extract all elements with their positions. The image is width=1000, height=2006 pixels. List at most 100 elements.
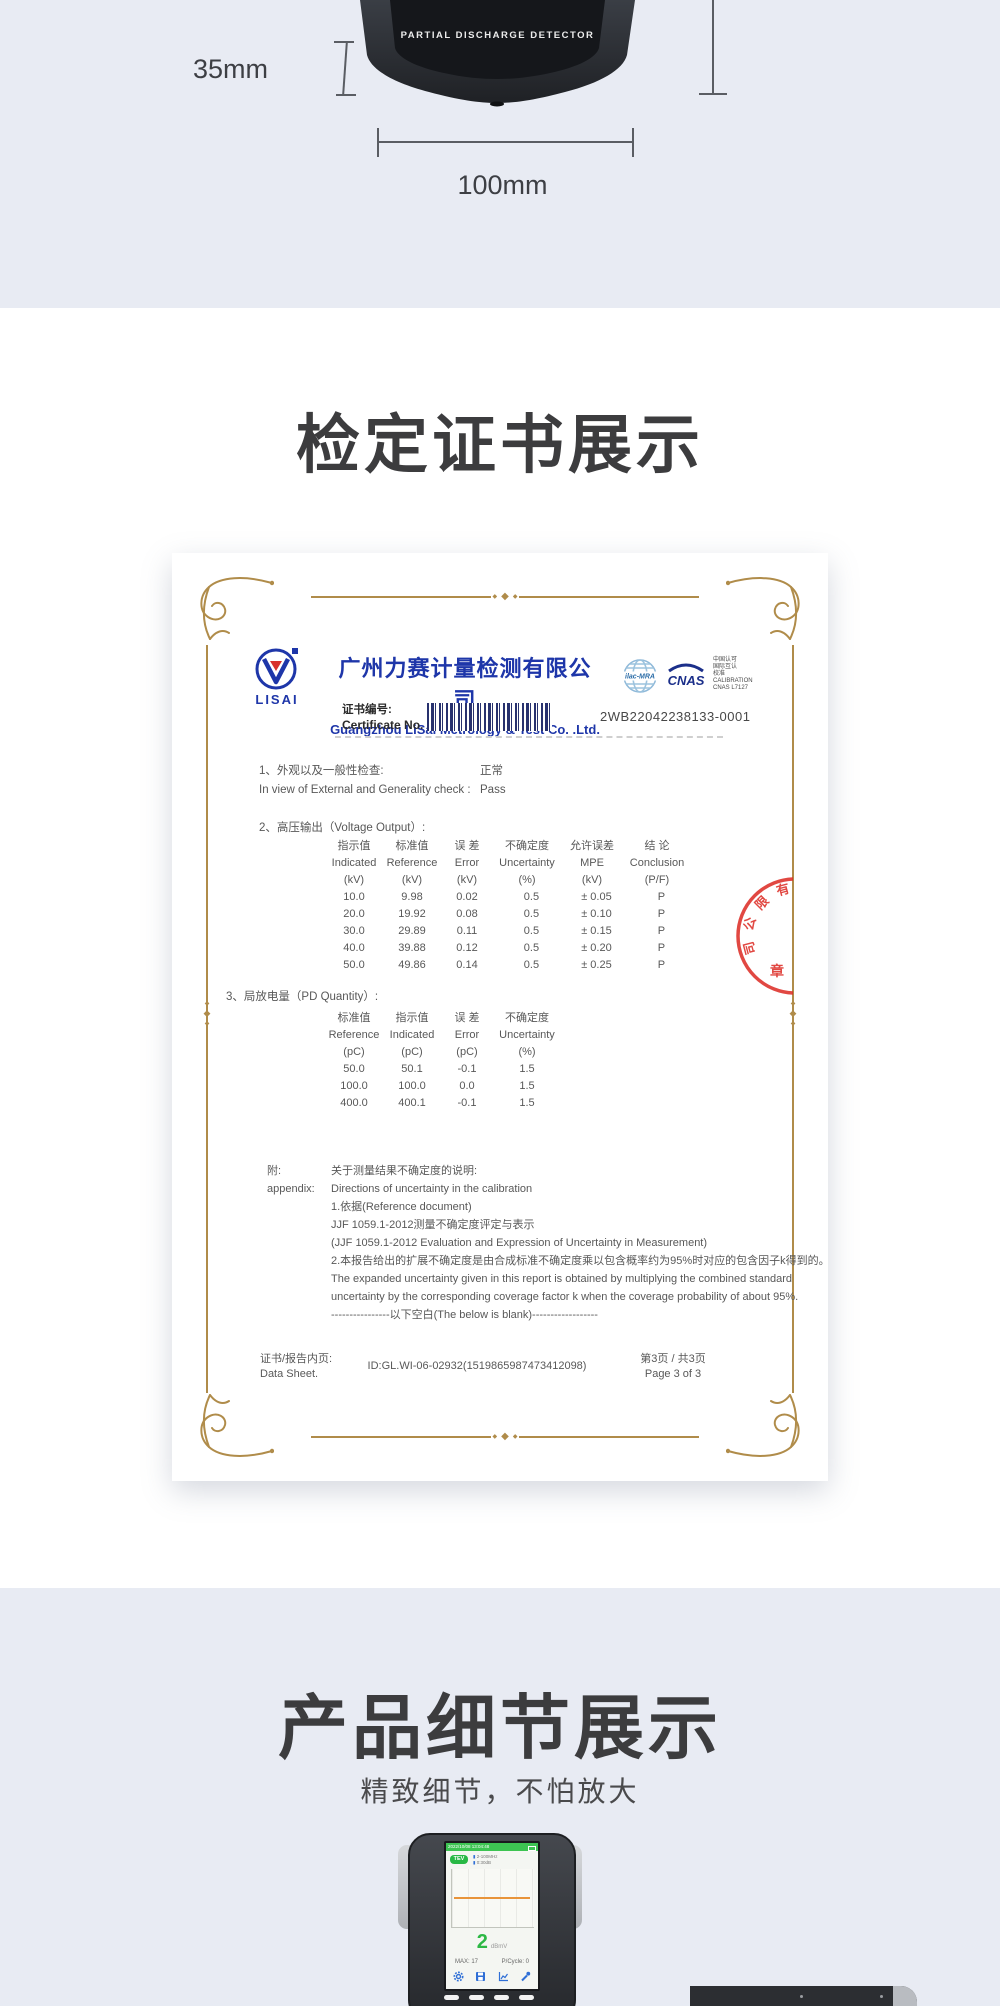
- footer-label-cn: 证书/报告内页:: [260, 1353, 333, 1365]
- check1-title-en: In view of External and Generality check…: [259, 784, 471, 796]
- probe-icon: [521, 1971, 531, 1982]
- height-dim-cap-top: [334, 41, 354, 43]
- corner-flourish-bottom-right: [726, 1394, 800, 1457]
- width-dim-tick-left: [377, 128, 379, 157]
- next-photo-corner-highlight: [893, 1986, 917, 2006]
- footer-page-cn: 第3页 / 共3页: [640, 1353, 706, 1365]
- svg-text:CNAS: CNAS: [668, 673, 705, 688]
- save-icon: [476, 1972, 486, 1981]
- device-button-3: [494, 1995, 509, 2000]
- note-line: ----------------以下空白(The below is blank)…: [331, 1309, 598, 1321]
- width-dimension-label: 100mm: [457, 170, 548, 200]
- height-dimension-label: 35mm: [193, 54, 269, 84]
- table-row: 50.0 49.86 0.14 0.5 ± 0.25 P: [343, 959, 666, 971]
- table-row: 40.0 39.88 0.12 0.5 ± 0.20 P: [343, 942, 666, 954]
- pd-header-en: Reference Indicated Error Uncertainty: [328, 1029, 555, 1041]
- chart-signal-line: [454, 1897, 530, 1899]
- voltage-table-rows: 10.0 9.98 0.02 0.5 ± 0.05 P 20.0 19.92 0.08 0.…: [324, 887, 694, 972]
- company-name-cn: 广州力赛计量检测有限公司: [338, 656, 592, 713]
- voltage-header-en: Indicated Reference Error Uncertainty MPE Con…: [331, 857, 685, 869]
- main-unit: dBmV: [490, 1944, 508, 1950]
- screen-stats: MAX: 17 P/Cycle: 0: [446, 1959, 538, 1965]
- cert-no-label-en: Certificate No.: [342, 718, 424, 732]
- svg-text:有: 有: [775, 881, 791, 899]
- stat-max: MAX: 17: [455, 1959, 479, 1965]
- note-line: JJF 1059.1-2012测量不确定度评定与表示: [331, 1219, 535, 1231]
- width-dim-tick-right: [632, 128, 634, 157]
- pd-header-cn: 标准值 指示值误 差不确定度: [337, 1012, 550, 1024]
- footer-label-en: Data Sheet.: [260, 1368, 319, 1380]
- screen-info-lines: ▮ 2-100MHz ▮ 0:30dB: [473, 1854, 498, 1865]
- tev-mode-badge: TEV: [450, 1855, 468, 1864]
- voltage-table-title: 2、高压输出（Voltage Output）:: [259, 822, 426, 834]
- lisai-logo: [255, 648, 298, 690]
- screw-dot: [880, 1995, 883, 1998]
- svg-text:公: 公: [741, 916, 759, 932]
- footer-label: 证书/报告内页: Data Sheet.: [260, 1352, 332, 1382]
- corner-flourish-top-right: [726, 577, 800, 640]
- detector-body-shape: [360, 0, 635, 107]
- width-dimension-line: [377, 141, 633, 143]
- screen-chart: [451, 1869, 534, 1928]
- check1-title-cn: 1、外观以及一般性检查:: [259, 765, 384, 777]
- svg-text:ilac-MRA: ilac-MRA: [625, 674, 655, 681]
- height-dim-cap-bottom: [336, 94, 356, 96]
- device-screen: 2022/10/08 13:04:48 TEV ▮ 2-100MHz ▮ 0:3…: [444, 1841, 540, 1991]
- screw-dot: [800, 1995, 803, 1998]
- pd-quantity-table: 标准值 指示值误 差不确定度 Reference Indicated Error Unc…: [324, 1008, 560, 1110]
- pd-header-units: (pC) (pC) (pC) (%): [343, 1046, 536, 1058]
- detector-front-image: 2022/10/08 13:04:48 TEV ▮ 2-100MHz ▮ 0:3…: [398, 1833, 582, 2006]
- svg-text:司: 司: [741, 940, 759, 956]
- note-line: The expanded uncertainty given in this r…: [331, 1273, 793, 1285]
- pd-table-rows: 50.0 50.1 -0.1 1.5 100.0 100.0 0.0 1.5 400.0 40…: [324, 1059, 560, 1110]
- check1-result-cn: 正常: [480, 765, 503, 777]
- note-line: appendix: Directions of uncertainty in th…: [267, 1183, 533, 1195]
- gold-rule-right: [792, 645, 794, 1393]
- note-line: 附: 关于测量结果不确定度的说明:: [267, 1165, 478, 1177]
- device-body: 2022/10/08 13:04:48 TEV ▮ 2-100MHz ▮ 0:3…: [408, 1833, 576, 2006]
- table-row: 100.0 100.0 0.0 1.5: [340, 1080, 535, 1092]
- voltage-header-units: (kV) (kV) (kV) (%) (kV) (P/F): [343, 874, 670, 886]
- cert-no-label-cn: 证书编号:: [342, 704, 392, 716]
- chart-icon: [498, 1972, 508, 1982]
- table-row: 20.0 19.92 0.08 0.5 ± 0.10 P: [343, 908, 666, 920]
- device-button-2: [469, 1995, 484, 2000]
- corner-flourish-bottom-left: [200, 1394, 274, 1457]
- main-value: 2: [476, 1931, 488, 1953]
- gold-rule-top: ◆ ◆ ◆: [311, 591, 700, 603]
- detail-section-heading: 产品细节展示: [278, 1689, 722, 1767]
- uncertainty-notes: 附: 关于测量结果不确定度的说明: appendix: Directions of …: [267, 1161, 830, 1323]
- svg-text:章: 章: [770, 963, 784, 979]
- table-row: 50.0 50.1 -0.1 1.5: [343, 1063, 535, 1075]
- table-row: 30.0 29.89 0.11 0.5 ± 0.15 P: [343, 925, 666, 937]
- battery-icon: [528, 1845, 536, 1851]
- table-row: 400.0 400.1 -0.1 1.5: [340, 1097, 535, 1109]
- footer-page: 第3页 / 共3页 Page 3 of 3: [627, 1352, 719, 1382]
- barcode: [427, 703, 552, 731]
- detail-section-subtitle: 精致细节，不怕放大: [360, 1776, 640, 1807]
- gold-rule-bottom: ◆ ◆ ◆: [311, 1431, 700, 1443]
- ilac-mra-logo: ilac-MRA: [623, 659, 657, 693]
- voltage-output-table: 指示值 标准值误 差不确定度 允许误差结 论 Indicated Reference E…: [324, 836, 694, 972]
- pd-table-title: 3、局放电量（PD Quantity）:: [226, 991, 379, 1003]
- device-button-1: [444, 1995, 459, 2000]
- next-photo-corner: [690, 1986, 917, 2006]
- cnas-logo: CNAS: [668, 663, 705, 688]
- overall-height-dim-cap: [699, 93, 727, 95]
- detector-bottom-image: PARTIAL DISCHARGE DETECTOR: [350, 0, 645, 116]
- device-button-4: [519, 1995, 534, 2000]
- certificate-number: 2WB22042238133-0001: [600, 709, 751, 724]
- gold-rule-left: [206, 645, 208, 1393]
- footer-page-en: Page 3 of 3: [644, 1368, 702, 1380]
- voltage-header-cn: 指示值 标准值误 差不确定度 允许误差结 论: [337, 840, 670, 852]
- screen-main-reading: 2 dBmV: [446, 1931, 538, 1954]
- check1-result-en: Pass: [480, 784, 506, 796]
- gold-diamond-left: ◆ ◆ ◆: [203, 1001, 211, 1027]
- dashed-divider: [335, 736, 723, 738]
- table-row: 10.0 9.98 0.02 0.5 ± 0.05 P: [343, 891, 666, 903]
- gold-diamond-right: ◆ ◆ ◆: [789, 1001, 797, 1027]
- company-stamp: 有 限 公 司 章: [733, 873, 793, 999]
- note-line: (JJF 1059.1-2012 Evaluation and Expressi…: [331, 1237, 708, 1249]
- note-line: uncertainty by the corresponding coverag…: [331, 1291, 799, 1303]
